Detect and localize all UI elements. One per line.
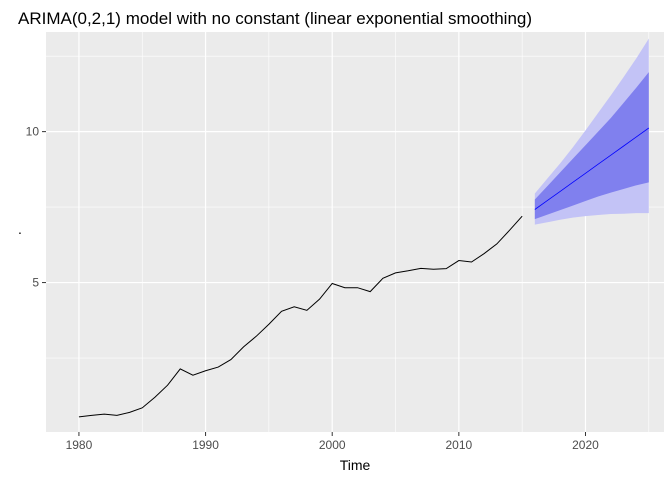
y-tick-label: 5 bbox=[32, 276, 39, 290]
prediction-intervals bbox=[534, 38, 649, 225]
x-tick-label: 2000 bbox=[319, 438, 346, 452]
y-axis-title: . bbox=[18, 221, 22, 237]
x-tick-label: 2010 bbox=[445, 438, 472, 452]
x-tick-label: 1990 bbox=[192, 438, 219, 452]
series-lines bbox=[78, 127, 650, 418]
chart-title: ARIMA(0,2,1) model with no constant (lin… bbox=[18, 9, 532, 28]
observed-line bbox=[78, 215, 523, 418]
axes: 1980 1990 2000 2010 2020 5 10 bbox=[26, 125, 600, 452]
forecast-line bbox=[534, 127, 650, 210]
interval-band-80 bbox=[534, 72, 649, 220]
plot-panel bbox=[46, 32, 664, 432]
x-tick-label: 1980 bbox=[66, 438, 93, 452]
x-tick-label: 2020 bbox=[572, 438, 599, 452]
gridlines bbox=[46, 32, 664, 432]
y-tick-label: 10 bbox=[26, 125, 40, 139]
x-axis-title: Time bbox=[340, 457, 371, 473]
